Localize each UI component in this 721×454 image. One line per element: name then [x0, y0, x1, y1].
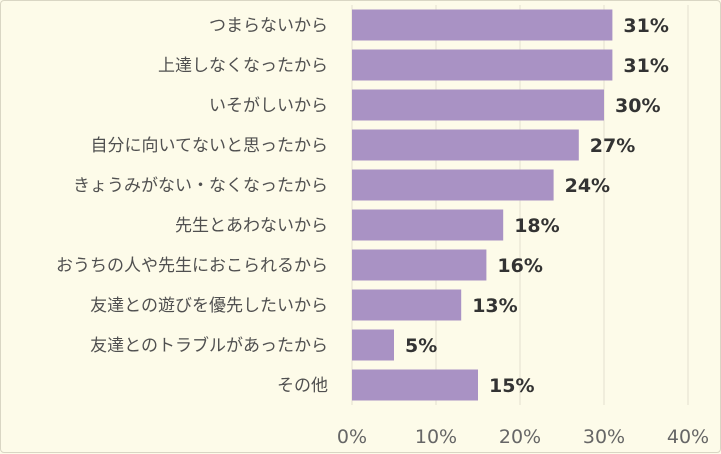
bar-2 — [352, 49, 613, 81]
bar-3 — [352, 89, 604, 121]
category-label: 友達との遊びを優先したいから — [90, 296, 328, 316]
category-label: 上達しなくなったから — [158, 56, 328, 76]
value-label: 18% — [514, 215, 559, 237]
value-label: 15% — [489, 375, 534, 397]
bar-6 — [352, 209, 504, 241]
bar-9 — [352, 329, 394, 361]
bar-1 — [352, 9, 613, 41]
x-tick-label: 0% — [337, 426, 367, 448]
category-label: おうちの人や先生におこられるから — [56, 256, 328, 276]
x-tick-label: 20% — [499, 426, 541, 448]
bar-4 — [352, 129, 579, 161]
value-label: 27% — [590, 135, 635, 157]
value-label: 24% — [565, 175, 610, 197]
bar-8 — [352, 289, 462, 321]
x-tick-label: 10% — [415, 426, 457, 448]
x-tick-label: 30% — [583, 426, 625, 448]
bar-5 — [352, 169, 554, 201]
bar-7 — [352, 249, 487, 281]
category-label: 自分に向いてないと思ったから — [91, 136, 329, 156]
value-label: 5% — [405, 335, 437, 357]
value-label: 16% — [497, 255, 542, 277]
category-label: いそがしいから — [209, 96, 328, 116]
category-label: 友達とのトラブルがあったから — [90, 335, 328, 356]
category-label: きょうみがない・なくなったから — [73, 176, 328, 196]
x-tick-label: 40% — [667, 426, 709, 448]
bar-10 — [352, 369, 478, 401]
value-label: 31% — [623, 15, 668, 37]
value-label: 13% — [472, 295, 517, 317]
value-label: 30% — [615, 95, 660, 117]
category-label: つまらないから — [209, 16, 328, 36]
value-label: 31% — [623, 55, 668, 77]
category-label: その他 — [277, 376, 328, 396]
category-label: 先生とあわないから — [175, 216, 328, 236]
